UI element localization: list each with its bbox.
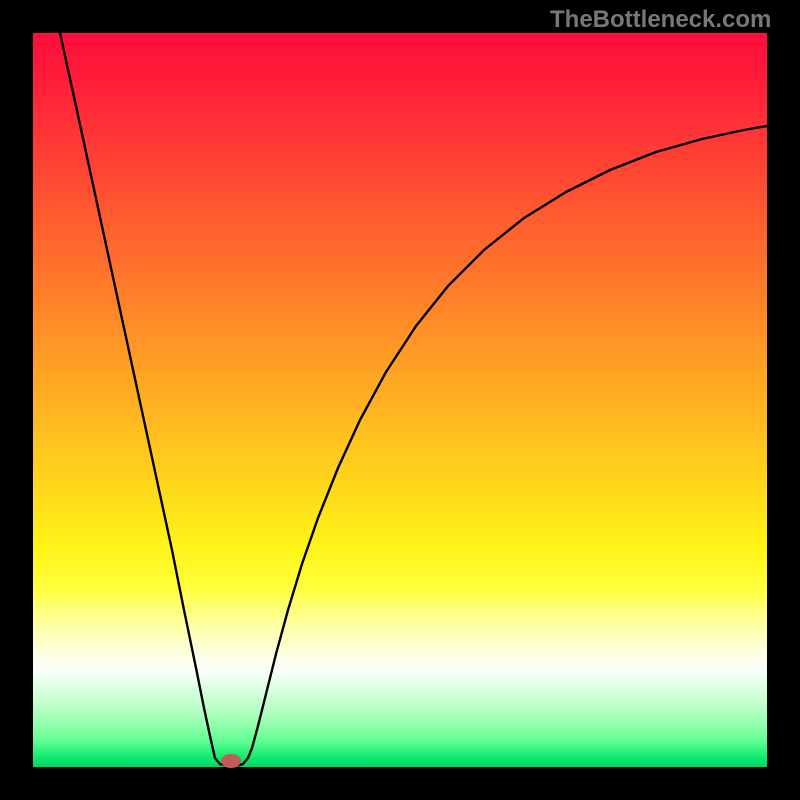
plot-area [33, 33, 767, 767]
figure-root: TheBottleneck.com [0, 0, 800, 800]
watermark-text: TheBottleneck.com [550, 6, 771, 34]
minimum-marker [221, 754, 241, 768]
